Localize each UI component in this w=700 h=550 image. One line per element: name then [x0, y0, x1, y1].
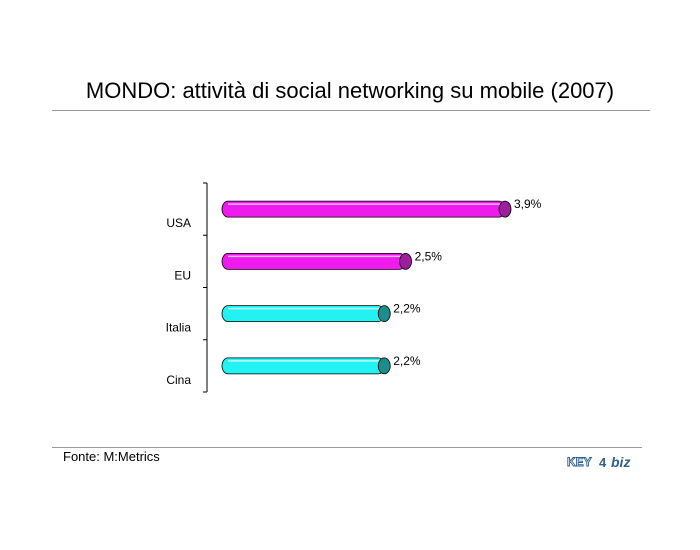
svg-text:4: 4: [599, 455, 607, 470]
value-label: 2,2%: [393, 354, 421, 368]
category-label: USA: [166, 216, 191, 230]
category-label: EU: [174, 268, 191, 282]
bar-end-cap: [399, 252, 412, 270]
bar-end-cap: [498, 200, 512, 218]
footer-divider: [52, 447, 642, 448]
value-label: 3,9%: [514, 197, 542, 211]
category-label: Cina: [166, 373, 191, 387]
category-label: Italia: [166, 321, 192, 335]
slide-title: MONDO: attività di social networking su …: [85, 78, 615, 103]
svg-text:KEY: KEY: [567, 455, 592, 469]
value-label: 2,2%: [393, 302, 421, 316]
source-note: Fonte: M:Metrics: [63, 449, 160, 464]
key4biz-logo: KEY 4 biz: [567, 454, 631, 470]
svg-text:biz: biz: [611, 454, 630, 470]
title-divider: [52, 110, 650, 111]
value-label: 2,5%: [415, 249, 443, 263]
bar-end-cap: [377, 357, 391, 375]
bar-end-cap: [377, 305, 391, 323]
